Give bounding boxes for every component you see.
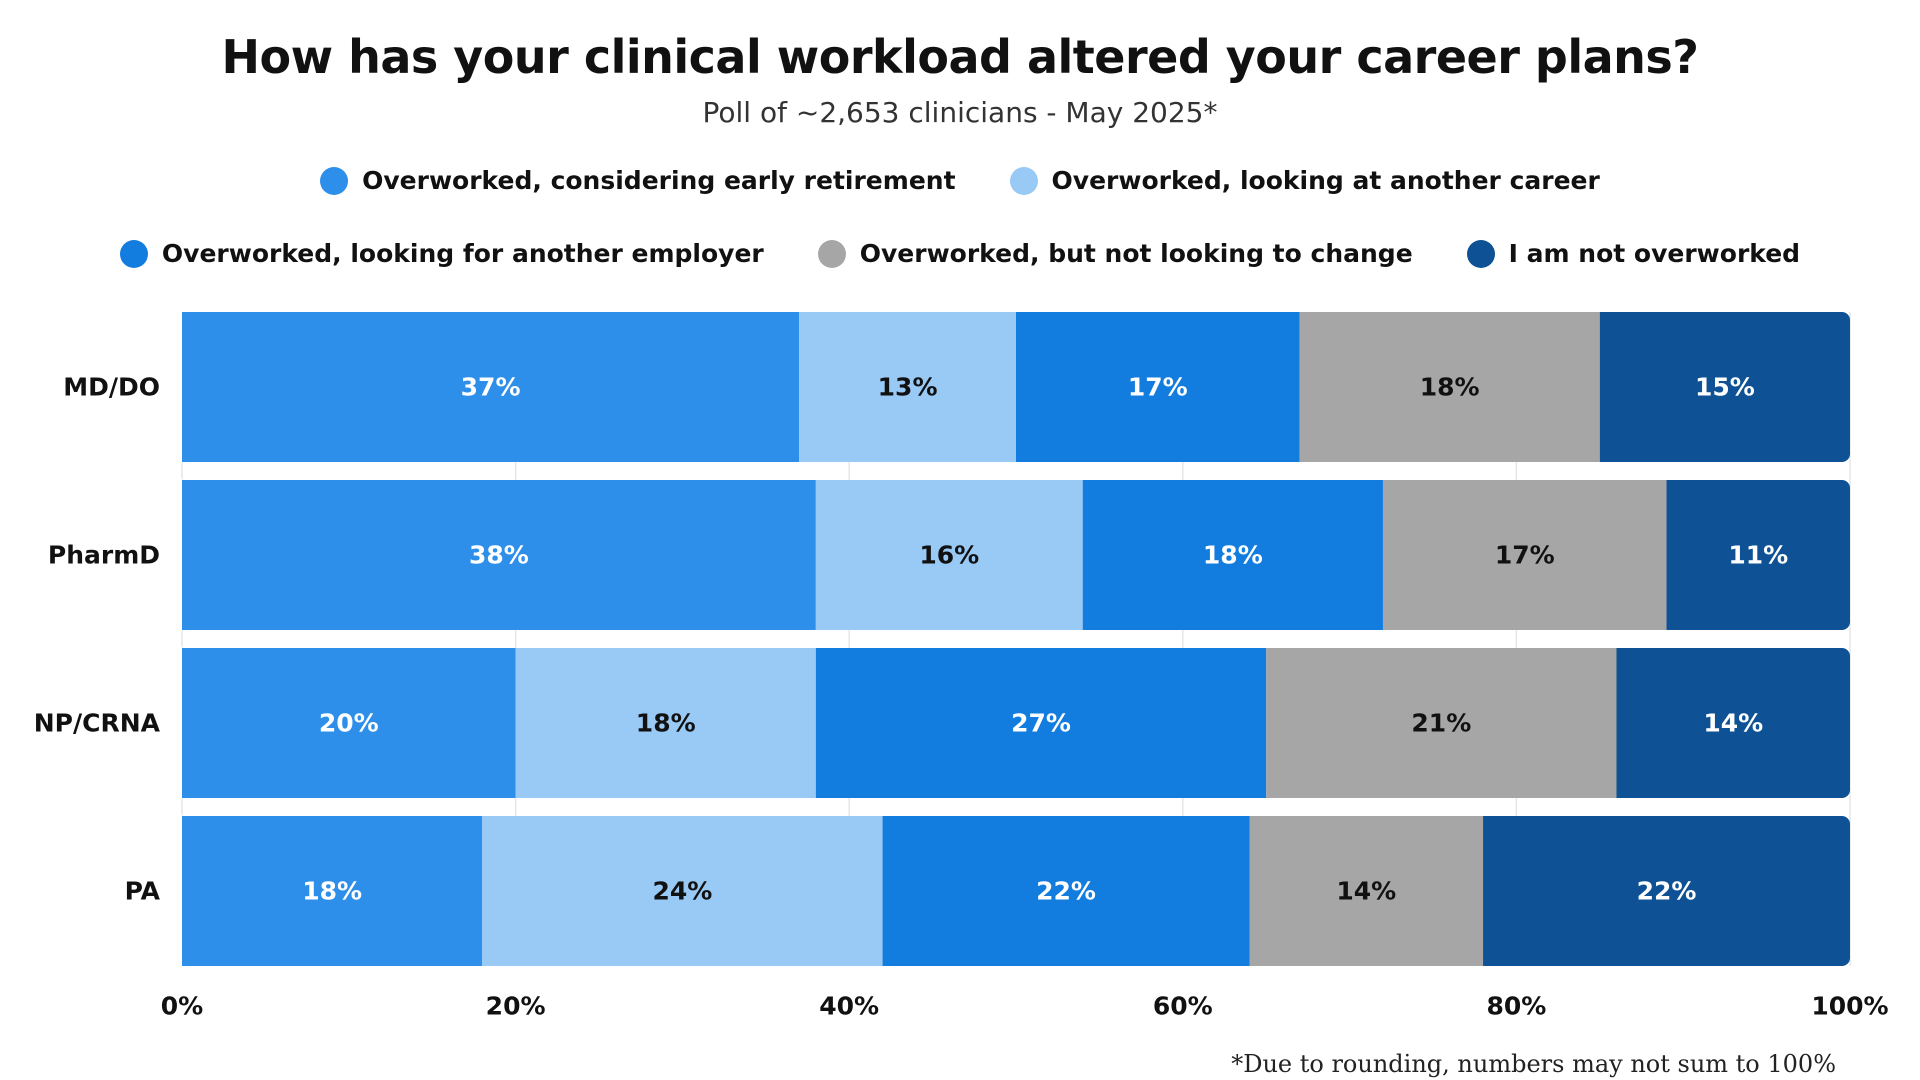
legend-swatch-early-retirement xyxy=(320,166,349,195)
x-tick-label: 40% xyxy=(819,992,879,1021)
legend-label-another-employer: Overworked, looking for another employer xyxy=(161,239,764,268)
legend-item-another-employer: Overworked, looking for another employer xyxy=(119,239,764,268)
x-tick-label: 60% xyxy=(1153,992,1213,1021)
data-label: 20% xyxy=(319,709,379,738)
bar-segment xyxy=(799,312,1016,462)
x-tick-label: 80% xyxy=(1486,992,1546,1021)
data-label: 18% xyxy=(302,877,362,906)
data-label: 17% xyxy=(1128,373,1188,402)
legend-swatch-another-employer xyxy=(119,239,148,268)
bar-segment xyxy=(515,648,816,798)
bar-segment xyxy=(182,312,800,462)
bar-segment xyxy=(182,480,816,630)
legend-row-2: Overworked, looking for another employer… xyxy=(0,239,1920,268)
legend-item-not-overworked: I am not overworked xyxy=(1466,239,1801,268)
category-label: PharmD xyxy=(48,541,160,570)
legend-swatch-not-looking xyxy=(817,239,846,268)
bar-left-mask xyxy=(168,310,182,464)
bar-left-mask xyxy=(168,478,182,632)
chart-subtitle: Poll of ~2,653 clinicians - May 2025* xyxy=(702,96,1218,129)
legend-row-1: Overworked, considering early retirement… xyxy=(0,166,1920,195)
legend-swatch-another-career xyxy=(1009,166,1038,195)
legend-label-another-career: Overworked, looking at another career xyxy=(1051,166,1600,195)
data-label: 37% xyxy=(461,373,521,402)
data-label: 15% xyxy=(1695,373,1755,402)
data-label: 17% xyxy=(1495,541,1555,570)
data-label: 13% xyxy=(878,373,938,402)
legend-item-another-career: Overworked, looking at another career xyxy=(1009,166,1600,195)
bar-segment xyxy=(1616,648,1850,798)
legend-item-early-retirement: Overworked, considering early retirement xyxy=(320,166,956,195)
bar-segment xyxy=(1666,480,1850,630)
legend-item-not-looking: Overworked, but not looking to change xyxy=(817,239,1413,268)
legend-swatch-not-overworked xyxy=(1466,239,1495,268)
data-label: 18% xyxy=(636,709,696,738)
data-label: 24% xyxy=(652,877,712,906)
x-tick-label: 100% xyxy=(1811,992,1888,1021)
bar-segment xyxy=(1299,312,1600,462)
bar-segment xyxy=(1266,648,1617,798)
legend-label-not-overworked: I am not overworked xyxy=(1508,239,1801,268)
data-label: 21% xyxy=(1411,709,1471,738)
bar-segment xyxy=(815,648,1267,798)
chart-title: How has your clinical workload altered y… xyxy=(221,30,1699,84)
bar-segment xyxy=(882,816,1250,966)
category-label: MD/DO xyxy=(63,373,160,402)
bar-segment xyxy=(1082,480,1383,630)
data-label: 18% xyxy=(1420,373,1480,402)
data-label: 16% xyxy=(919,541,979,570)
bar-segment xyxy=(1599,312,1850,462)
bar-segment xyxy=(182,648,516,798)
data-label: 22% xyxy=(1036,877,1096,906)
data-label: 14% xyxy=(1703,709,1763,738)
bar-segment xyxy=(1016,312,1300,462)
bar-segment xyxy=(1382,480,1667,630)
legend-label-early-retirement: Overworked, considering early retirement xyxy=(362,166,956,195)
bar-row-0 xyxy=(182,312,1850,462)
label-layer: 37% 13% 17% 18% 15% 38% 16% 18% 17% 11% 20% 18% 27% 2… xyxy=(302,373,1788,906)
data-label: 14% xyxy=(1336,877,1396,906)
data-label: 27% xyxy=(1011,709,1071,738)
axis-layer: MD/DO PharmD NP/CRNA PA 0% 20% 40% 60% 80% 100% xyxy=(34,373,1889,1021)
x-tick-label: 0% xyxy=(161,992,203,1021)
bar-segment xyxy=(182,816,483,966)
bar-row-2 xyxy=(182,648,1850,798)
data-label: 22% xyxy=(1637,877,1697,906)
data-label: 18% xyxy=(1203,541,1263,570)
bar-segment xyxy=(1483,816,1850,966)
bar-left-mask xyxy=(168,814,182,968)
bar-left-mask xyxy=(168,646,182,800)
bar-segment xyxy=(1249,816,1484,966)
category-label: NP/CRNA xyxy=(34,709,161,738)
bar-row-3 xyxy=(182,816,1850,966)
category-label: PA xyxy=(125,877,161,906)
x-tick-label: 20% xyxy=(486,992,546,1021)
bar-segment xyxy=(815,480,1083,630)
bar-layer xyxy=(168,310,1850,968)
bar-segment xyxy=(482,816,883,966)
footnote: *Due to rounding, numbers may not sum to… xyxy=(1231,1050,1836,1078)
data-label: 11% xyxy=(1728,541,1788,570)
legend-label-not-looking: Overworked, but not looking to change xyxy=(859,239,1413,268)
bar-row-1 xyxy=(182,480,1850,630)
data-label: 38% xyxy=(469,541,529,570)
